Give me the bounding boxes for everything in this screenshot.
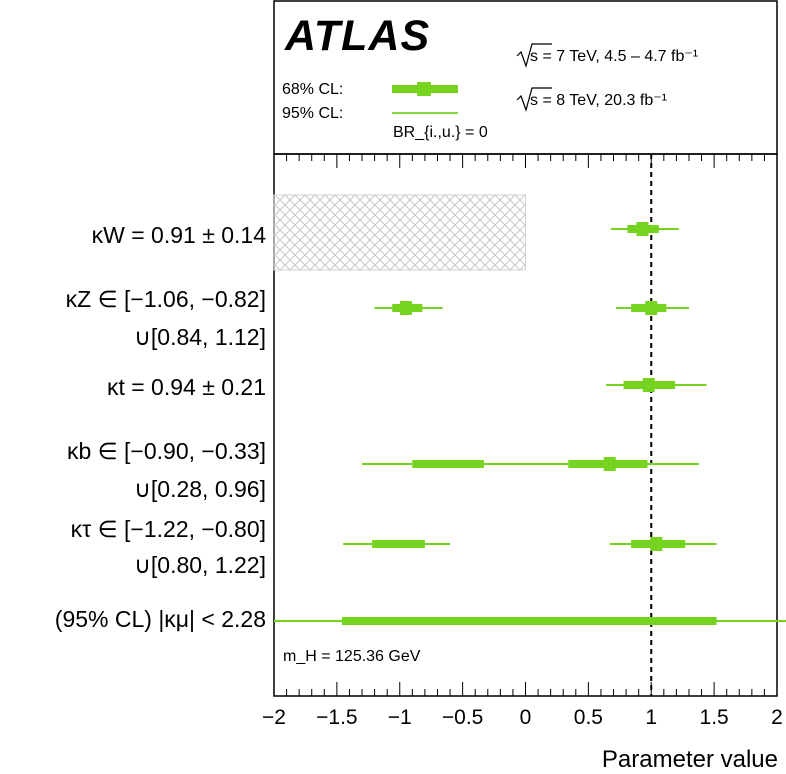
mass-note: m_H = 125.36 GeV <box>283 648 421 665</box>
excluded-region-kappa-w <box>273 194 526 271</box>
legend-95-label: 95% CL: <box>282 105 344 122</box>
central-value-marker <box>650 537 663 551</box>
row-label-kappa-mu: (95% CL) |κμ| < 2.28 <box>54 606 266 632</box>
energy-7tev: s = 7 TeV, 4.5 – 4.7 fb⁻¹ <box>530 48 699 65</box>
header-box <box>273 0 778 155</box>
row-label-kappa-t: κt = 0.94 ± 0.21 <box>106 374 266 400</box>
sqrt-sign-7 <box>516 43 552 68</box>
row-label-kappa-z-2: ∪[0.84, 1.12] <box>134 324 266 350</box>
legend-68-marker <box>417 82 431 96</box>
row-label-kappa-z: κZ ∈ [−1.06, −0.82] <box>65 286 266 312</box>
central-value-marker <box>636 222 649 236</box>
row-label-kappa-b: κb ∈ [−0.90, −0.33] <box>66 438 266 464</box>
x-tick-label: 1.5 <box>699 706 729 729</box>
legend-68-label: 68% CL: <box>282 81 344 98</box>
x-axis-ticks <box>273 154 778 696</box>
x-tick-label: 1 <box>645 706 658 729</box>
x-tick-label: 0.5 <box>573 706 603 729</box>
central-value-marker <box>642 378 655 392</box>
central-value-marker <box>645 301 658 315</box>
row-label-kappa-tau: κτ ∈ [−1.22, −0.80] <box>70 516 266 542</box>
row-label-kappa-tau-2: ∪[0.80, 1.22] <box>134 552 266 578</box>
row-label-kappa-w: κW = 0.91 ± 0.14 <box>91 222 266 248</box>
x-tick-label: 2 <box>771 706 783 729</box>
central-value-marker <box>400 301 413 315</box>
energy-8tev: s = 8 TeV, 20.3 fb⁻¹ <box>530 92 667 109</box>
x-axis-label: Parameter value <box>601 746 778 773</box>
experiment-logo: ATLAS <box>285 12 431 60</box>
x-tick-label: −1 <box>387 706 412 729</box>
interval-marks <box>274 222 786 625</box>
br-condition: BR_{i.,u.} = 0 <box>393 124 488 141</box>
x-tick-label: −0.5 <box>441 706 484 729</box>
row-label-kappa-b-2: ∪[0.28, 0.96] <box>134 476 266 502</box>
x-tick-label: −2 <box>262 706 286 729</box>
x-tick-label: 0 <box>519 706 532 729</box>
x-tick-label: −1.5 <box>316 706 358 729</box>
sqrt-sign-8 <box>516 87 552 112</box>
central-value-marker <box>603 457 616 471</box>
